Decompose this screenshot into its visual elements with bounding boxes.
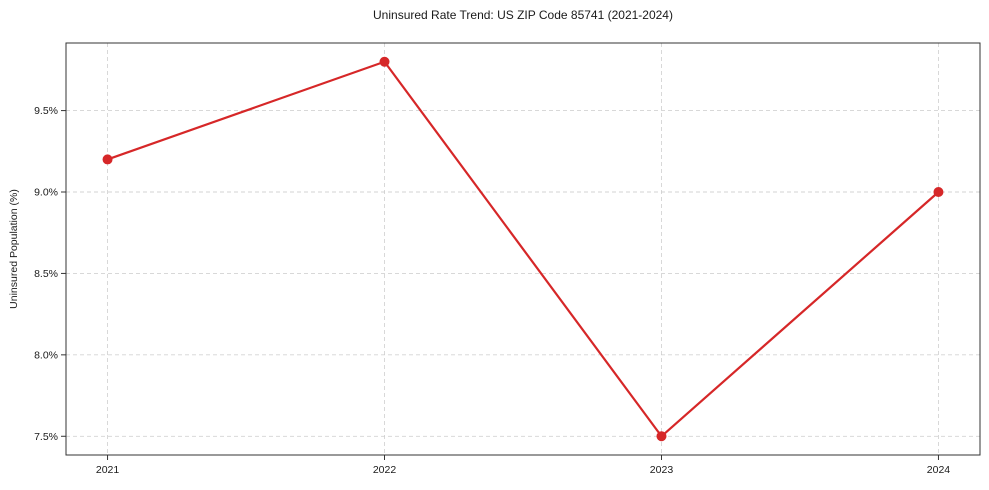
x-tick-label: 2021 (96, 464, 120, 476)
y-axis-label: Uninsured Population (%) (8, 189, 20, 309)
y-tick-label: 8.0% (34, 349, 58, 361)
axes-border (65, 42, 981, 456)
y-tick-label: 9.5% (34, 105, 58, 117)
data-point (933, 187, 944, 198)
data-point (656, 431, 667, 442)
x-tick-label: 2024 (927, 464, 951, 476)
chart-title: Uninsured Rate Trend: US ZIP Code 85741 … (373, 8, 673, 22)
x-tick-label: 2022 (373, 464, 397, 476)
y-tick-label: 8.5% (34, 268, 58, 280)
y-tick-label: 7.5% (34, 431, 58, 443)
data-point (379, 56, 390, 67)
trend-line (106, 60, 940, 438)
y-tick-label: 9.0% (34, 187, 58, 199)
x-tick-label: 2023 (650, 464, 674, 476)
data-point (102, 154, 113, 165)
